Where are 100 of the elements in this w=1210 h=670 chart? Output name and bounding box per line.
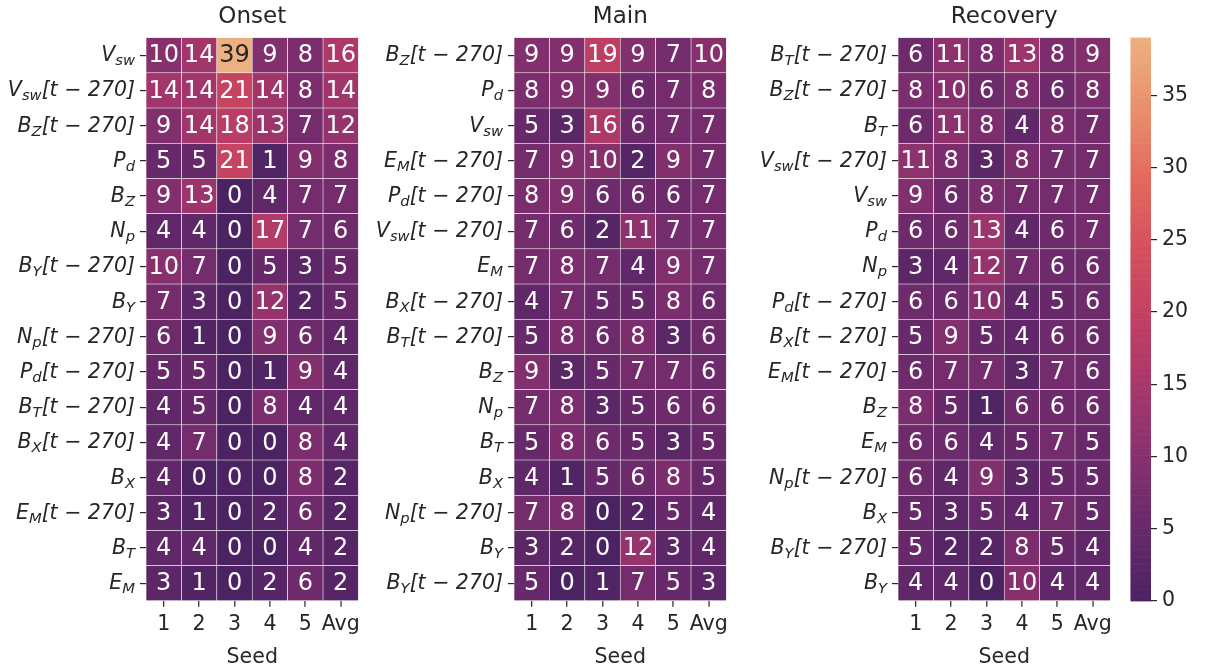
data-label: 0	[978, 568, 995, 597]
data-label: 5	[1085, 427, 1101, 456]
data-label: 8	[1014, 75, 1030, 104]
data-label: 4	[333, 357, 349, 386]
data-label: 7	[156, 286, 172, 315]
y-tick-label: B$_{X}$	[478, 464, 503, 491]
data-label: 0	[559, 568, 575, 597]
data-label: 5	[665, 568, 682, 597]
data-label: 7	[1049, 146, 1066, 175]
data-label: 7	[1049, 427, 1066, 456]
data-label: 7	[191, 427, 207, 456]
data-label: 10	[693, 40, 725, 69]
data-label: 5	[978, 498, 995, 527]
data-label: 4	[701, 533, 717, 562]
data-label: 0	[226, 322, 243, 351]
y-tick-label: B$_{Y}$	[863, 570, 887, 597]
data-label: 9	[262, 40, 278, 69]
data-label: 2	[630, 146, 646, 175]
data-label: 9	[908, 181, 924, 210]
data-label: 10	[148, 40, 180, 69]
data-label: 6	[559, 216, 575, 245]
data-label: 0	[226, 357, 243, 386]
data-label: 7	[1049, 181, 1066, 210]
data-label: 2	[333, 462, 349, 491]
data-label: 5	[594, 462, 611, 491]
data-label: 8	[1049, 40, 1066, 69]
data-label: 4	[191, 216, 207, 245]
data-label: 9	[665, 146, 682, 175]
data-label: 7	[630, 568, 646, 597]
data-label: 6	[908, 357, 924, 386]
data-label: 6	[701, 392, 717, 421]
y-tick-label: B$_{Y}$[t − 270]	[18, 253, 135, 280]
data-label: 14	[148, 75, 180, 104]
y-tick-label: E$_{M}$	[477, 253, 503, 280]
data-label: 3	[665, 533, 682, 562]
y-tick-label: P$_{d}$[t − 270]	[387, 183, 503, 210]
data-label: 1	[559, 462, 575, 491]
data-label: 6	[701, 322, 717, 351]
data-label: 9	[1085, 40, 1101, 69]
data-label: 4	[156, 533, 172, 562]
data-label: 0	[226, 216, 243, 245]
data-label: 10	[971, 286, 1002, 315]
data-label: 8	[665, 462, 682, 491]
data-label: 21	[219, 146, 250, 175]
data-label: 8	[297, 462, 314, 491]
data-label: 4	[524, 462, 540, 491]
data-label: 0	[226, 286, 243, 315]
data-label: 6	[594, 181, 611, 210]
data-label: 3	[701, 568, 717, 597]
data-label: 6	[1014, 392, 1030, 421]
data-label: 13	[183, 181, 215, 210]
data-label: 18	[219, 110, 250, 139]
data-label: 9	[297, 146, 314, 175]
y-tick-label: E$_{M}$[t − 270]	[383, 147, 503, 174]
x-tick-label: 3	[596, 611, 610, 636]
data-label: 9	[594, 75, 611, 104]
data-label: 8	[978, 40, 995, 69]
data-label: 7	[1014, 251, 1030, 280]
data-label: 6	[630, 75, 646, 104]
data-label: 12	[622, 533, 654, 562]
x-tick-label: 1	[157, 611, 171, 636]
data-label: 0	[226, 568, 243, 597]
data-label: 7	[297, 216, 314, 245]
data-label: 4	[297, 533, 314, 562]
y-tick-label: B$_{T}$	[111, 535, 135, 562]
data-label: 2	[559, 533, 575, 562]
data-label: 7	[943, 357, 959, 386]
y-tick-label: B$_{Z}$[t − 270]	[769, 77, 887, 104]
data-label: 8	[559, 322, 575, 351]
data-label: 7	[333, 181, 349, 210]
data-label: 6	[1085, 322, 1101, 351]
data-label: 8	[559, 498, 575, 527]
data-label: 3	[559, 357, 575, 386]
color-bar-label: 35	[1162, 81, 1189, 106]
data-label: 4	[333, 427, 349, 456]
x-tick-label: 5	[666, 611, 680, 636]
data-label: 8	[559, 392, 575, 421]
data-label: 7	[524, 498, 540, 527]
data-label: 4	[908, 568, 924, 597]
data-label: 5	[1085, 498, 1101, 527]
data-label: 7	[701, 216, 717, 245]
x-tick-label: 4	[1015, 611, 1029, 636]
color-bar-label: 15	[1162, 370, 1189, 395]
data-label: 8	[297, 40, 314, 69]
y-tick-label: N$_{p}$	[862, 253, 887, 280]
data-label: 9	[559, 40, 575, 69]
data-label: 5	[191, 146, 207, 175]
data-label: 5	[630, 286, 646, 315]
y-tick-label: B$_{T}$[t − 270]	[386, 323, 503, 350]
data-label: 2	[333, 533, 349, 562]
data-label: 0	[226, 392, 243, 421]
data-label: 0	[226, 498, 243, 527]
data-label: 3	[156, 568, 172, 597]
data-label: 7	[1085, 146, 1101, 175]
y-tick-label: B$_{X}$	[110, 464, 135, 491]
y-tick-label: B$_{X}$[t − 270]	[769, 323, 887, 350]
data-label: 8	[701, 75, 717, 104]
data-label: 2	[333, 568, 349, 597]
x-tick-label: 1	[909, 611, 923, 636]
data-label: 4	[156, 392, 172, 421]
